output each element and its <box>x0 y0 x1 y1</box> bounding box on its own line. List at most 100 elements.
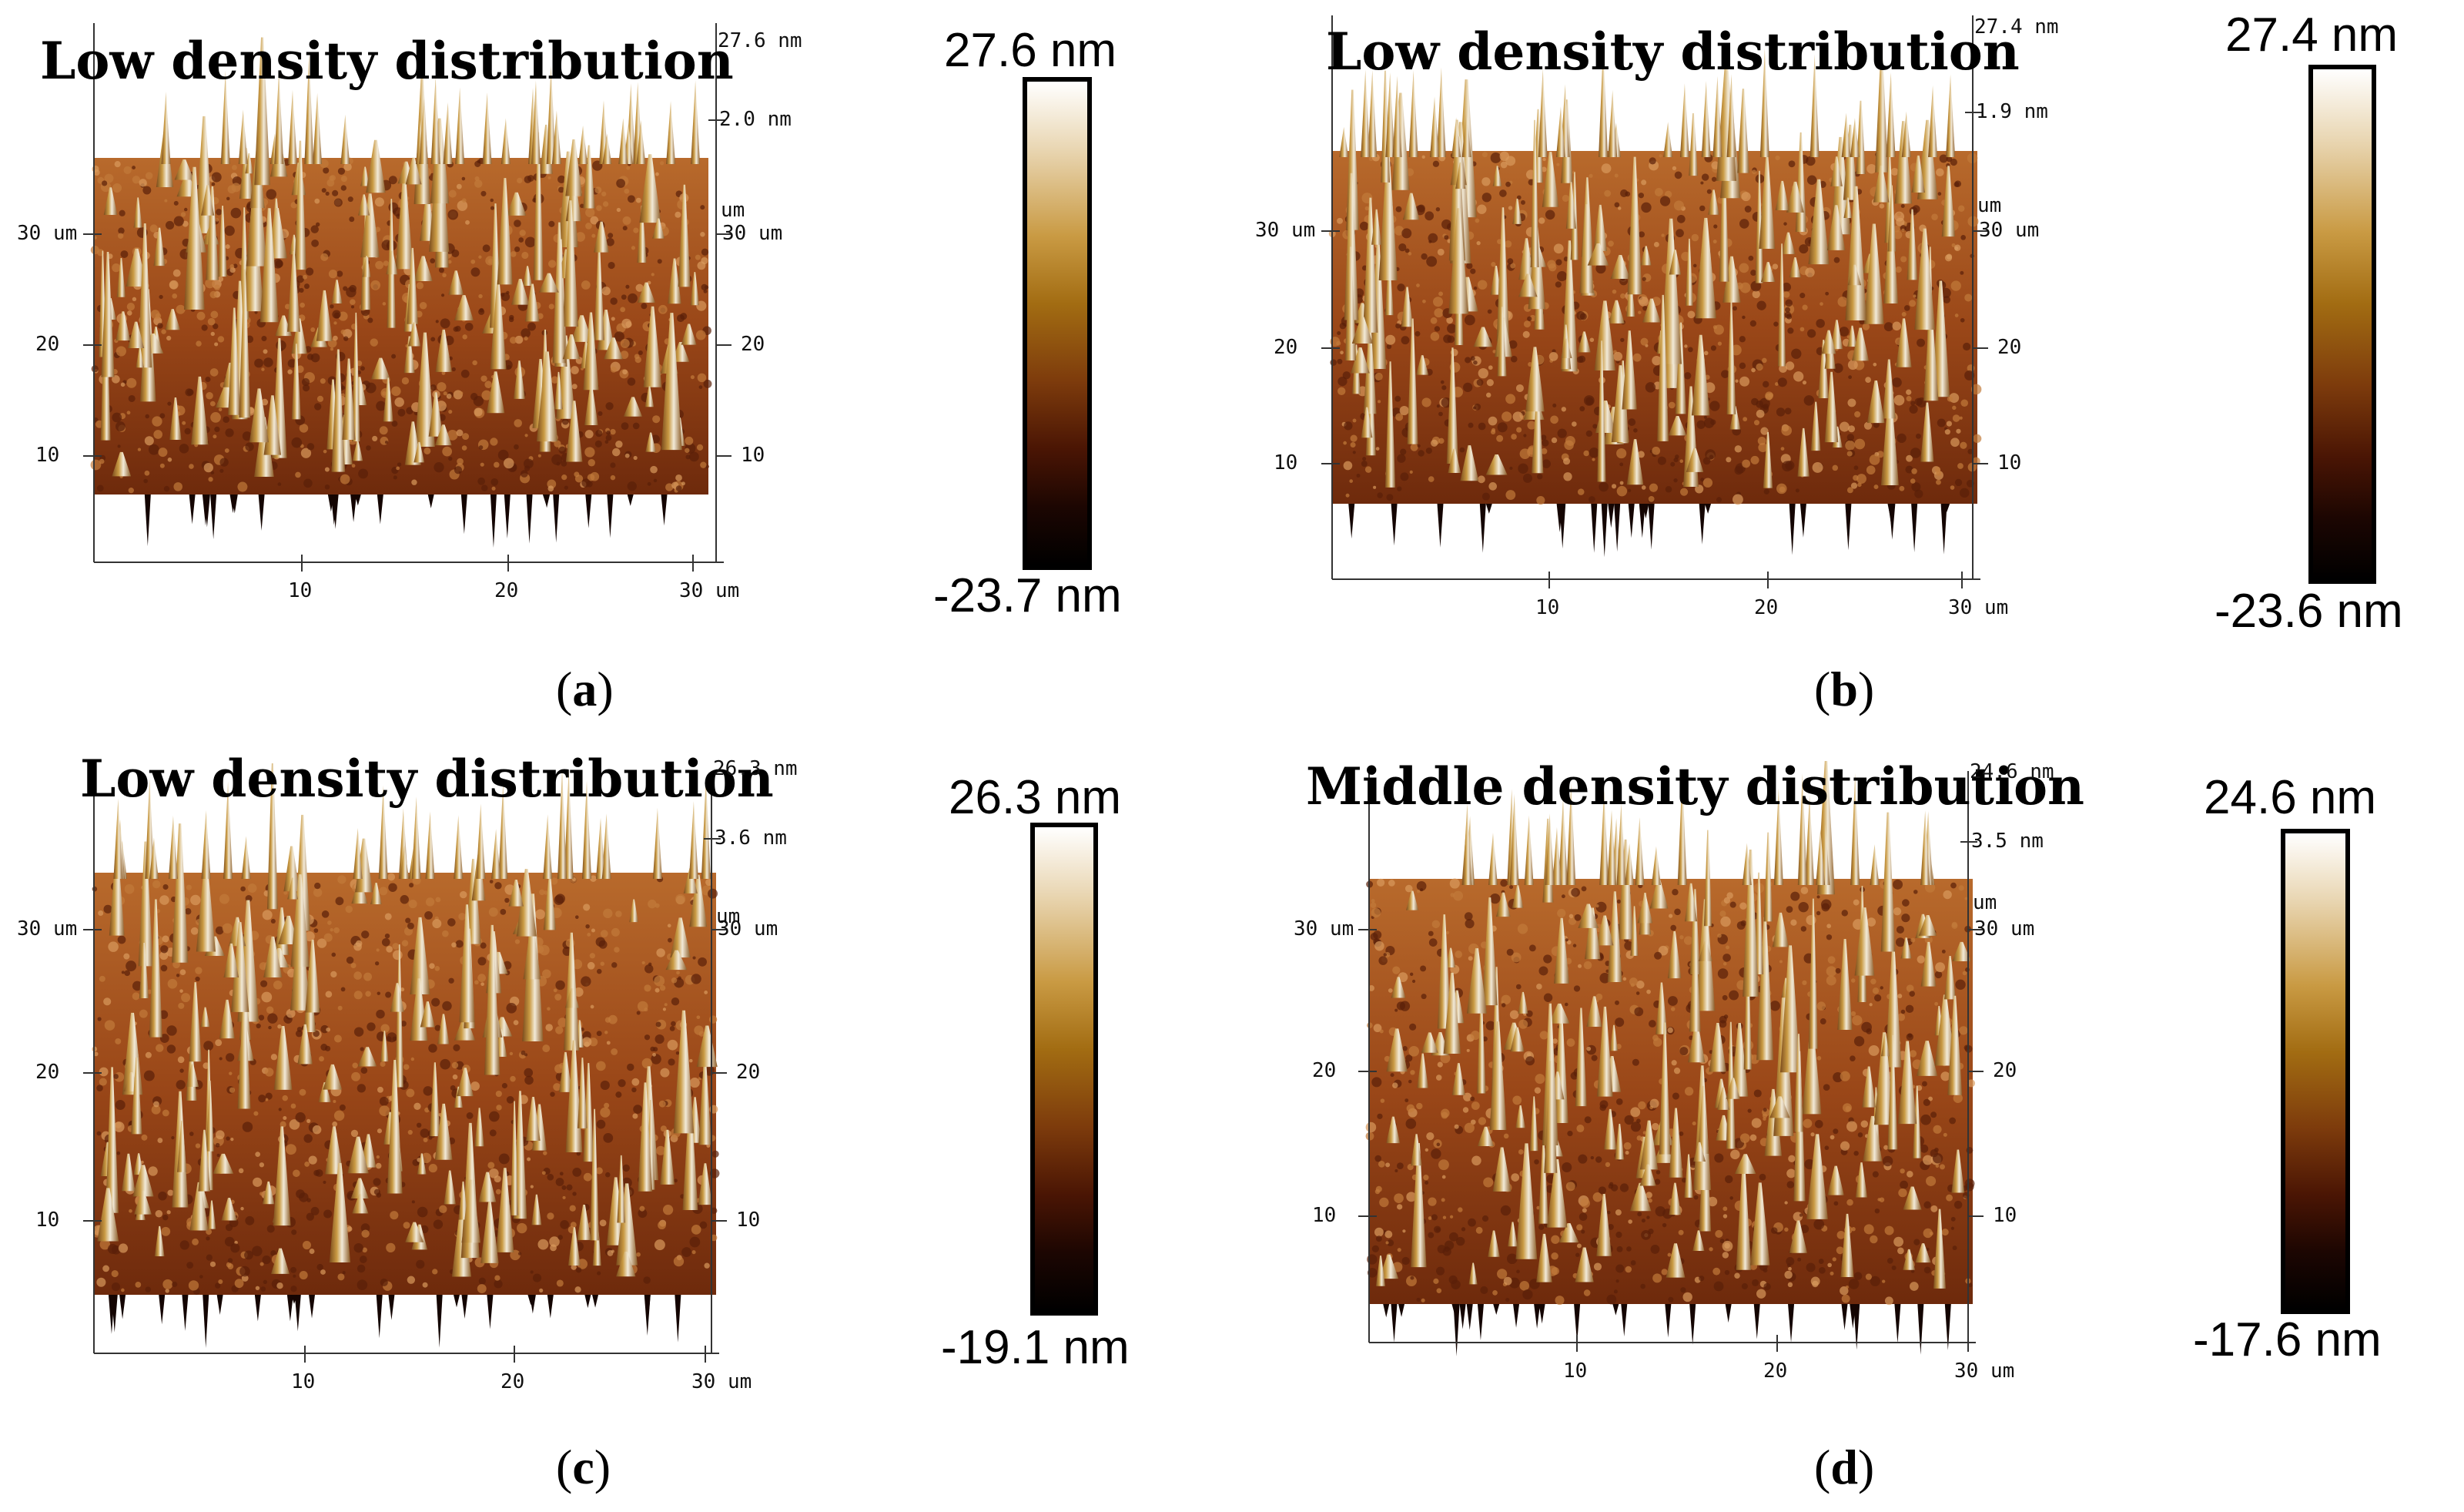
surface-spike <box>1934 994 1956 1066</box>
surface-spike <box>213 1153 234 1174</box>
surface-spike <box>454 295 474 321</box>
surface-spike <box>1625 843 1635 885</box>
surface-dip <box>1601 504 1608 558</box>
surface-spike <box>1402 193 1420 220</box>
x-tick-20: 20 <box>494 579 519 602</box>
surface-spike <box>1808 898 1818 1049</box>
surface-spike <box>254 37 270 186</box>
surface-spike <box>206 1080 214 1152</box>
surface-spike <box>1843 197 1853 218</box>
surface-spike <box>1907 209 1918 280</box>
surface-spike <box>602 133 612 164</box>
surface-spike <box>1411 1134 1422 1166</box>
right-axis-unit: um <box>716 905 741 928</box>
surface-dip <box>544 495 551 508</box>
surface-spike <box>1689 933 1701 1032</box>
panel-title: Low density distribution <box>40 31 734 91</box>
surface-spike <box>1386 1028 1408 1072</box>
surface-dip <box>1943 504 1950 512</box>
surface-dip <box>1466 1304 1473 1330</box>
surface-spike <box>1862 1066 1876 1108</box>
surface-spike <box>360 193 380 258</box>
surface-spike <box>538 273 559 293</box>
surface-spike <box>1850 118 1860 157</box>
surface-spike <box>1361 407 1373 438</box>
surface-spike <box>1575 1247 1594 1282</box>
surface-spike <box>206 186 219 280</box>
afm-panel-d: Middle density distribution 24.6 nm 3.5 … <box>1232 756 2464 1511</box>
surface-spike <box>228 307 241 415</box>
surface-spike <box>1609 1024 1619 1051</box>
surface-spike <box>476 803 486 879</box>
surface-spike <box>1880 812 1896 952</box>
surface-spike <box>1856 100 1866 174</box>
surface-spike <box>1532 387 1544 474</box>
surface-dip <box>182 1295 189 1331</box>
surface-spike <box>1947 995 1963 1095</box>
surface-dip <box>332 495 339 529</box>
surface-spike <box>342 358 356 441</box>
x-tick-10: 10 <box>291 1370 316 1393</box>
surface-spike <box>665 950 688 971</box>
surface-spike <box>370 883 382 904</box>
surface-spike <box>352 441 363 461</box>
surface-spike <box>1437 914 1451 1029</box>
surface-spike <box>577 1058 588 1128</box>
surface-spike <box>428 392 444 437</box>
surface-spike <box>395 173 413 270</box>
surface-dip <box>592 1295 599 1308</box>
surface-spike <box>536 351 558 442</box>
surface-dip <box>1845 504 1852 551</box>
surface-spike <box>1536 1233 1552 1282</box>
surface-spike <box>360 166 370 186</box>
surface-dip <box>388 1295 395 1320</box>
surface-spike <box>1392 75 1402 157</box>
surface-spike <box>138 841 153 967</box>
surface-dip <box>1789 504 1796 555</box>
x-tick-30: 30 um <box>691 1370 752 1393</box>
x-tick-20: 20 <box>1754 596 1779 619</box>
surface-spike <box>1411 1143 1427 1268</box>
surface-spike <box>670 917 691 958</box>
height-color-scale-bar <box>2281 829 2350 1314</box>
surface-spike <box>287 89 297 164</box>
surface-spike <box>564 988 580 1008</box>
surface-spike <box>1736 1160 1752 1270</box>
surface-spike <box>1530 119 1539 268</box>
y-tick-right-20: 20 <box>736 1061 761 1084</box>
surface-spike <box>1760 262 1776 282</box>
surface-spike <box>1943 955 1956 1000</box>
surface-spike <box>444 1170 456 1205</box>
surface-dip <box>529 1295 536 1314</box>
surface-spike <box>559 1051 572 1092</box>
surface-spike <box>1599 790 1609 885</box>
surface-dip <box>1799 504 1806 538</box>
surface-spike <box>1764 1088 1783 1156</box>
surface-spike <box>1386 1116 1401 1144</box>
surface-dip <box>1887 504 1894 519</box>
z-max-label: 27.4 nm <box>1974 15 2059 39</box>
surface-spike <box>1863 223 1884 324</box>
surface-spike <box>1651 846 1661 885</box>
surface-spike <box>1538 1139 1548 1224</box>
surface-spike <box>1802 1024 1822 1115</box>
surface-spike <box>1363 324 1377 414</box>
surface-spike <box>1684 883 1698 922</box>
z-sub-label: 3.5 nm <box>1971 830 2044 853</box>
surface-spike <box>340 114 350 164</box>
surface-spike <box>131 1057 142 1135</box>
y-tick-left-30: 30 um <box>1294 917 1354 940</box>
surface-spike <box>584 384 598 425</box>
surface-dip <box>454 1295 460 1308</box>
surface-spike <box>590 1108 599 1241</box>
surface-spike <box>688 801 698 879</box>
surface-spike <box>1918 915 1937 936</box>
surface-spike <box>1593 204 1607 251</box>
surface-spike <box>1882 359 1896 419</box>
surface-spike <box>1669 1182 1682 1215</box>
surface-spike <box>666 101 676 164</box>
surface-spike <box>1515 1105 1525 1128</box>
surface-spike <box>1928 120 1938 157</box>
surface-spike <box>577 1204 591 1240</box>
